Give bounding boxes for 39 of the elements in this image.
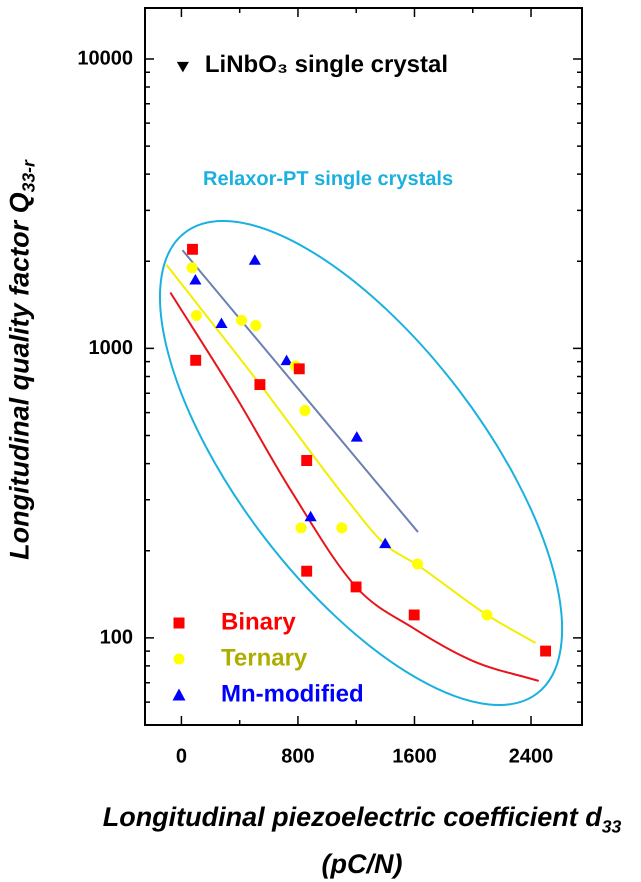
legend-label: Mn-modified bbox=[221, 680, 364, 708]
point bbox=[351, 432, 362, 442]
x-tick-label: 2400 bbox=[508, 746, 554, 768]
line-series bbox=[169, 292, 540, 682]
point bbox=[301, 455, 312, 466]
point bbox=[412, 558, 424, 570]
legend-label: Ternary bbox=[221, 644, 308, 672]
text: Longitudinal piezoelectric coefficient d$_{33}$ (pC/N) bbox=[102, 802, 622, 880]
y-tick-label: 1000 bbox=[88, 336, 133, 359]
legend-label: Binary bbox=[221, 608, 296, 636]
line-series bbox=[165, 264, 537, 644]
point bbox=[294, 363, 305, 374]
y-tick-label: 100 bbox=[100, 626, 133, 648]
point bbox=[296, 522, 307, 534]
x-tick-label: 800 bbox=[281, 746, 315, 768]
point bbox=[299, 405, 310, 416]
point bbox=[350, 581, 362, 592]
point bbox=[186, 262, 198, 274]
point bbox=[482, 609, 493, 620]
point bbox=[190, 354, 202, 366]
point bbox=[254, 379, 266, 390]
annotation: LiNbO₃ single crystal bbox=[204, 51, 448, 78]
point bbox=[236, 314, 248, 326]
point bbox=[540, 646, 552, 657]
point bbox=[380, 538, 391, 548]
point bbox=[301, 566, 312, 577]
point bbox=[177, 62, 189, 72]
point bbox=[190, 310, 202, 321]
point bbox=[408, 610, 420, 620]
point bbox=[304, 511, 316, 522]
point bbox=[336, 522, 348, 534]
y-tick-label: 10000 bbox=[77, 47, 133, 70]
point bbox=[187, 244, 198, 255]
x-tick-label: 1600 bbox=[392, 746, 437, 768]
point bbox=[280, 355, 292, 366]
x-tick-label: 0 bbox=[176, 746, 187, 768]
point bbox=[249, 254, 261, 265]
annotation: Relaxor-PT single crystals bbox=[203, 168, 454, 191]
point bbox=[250, 320, 262, 331]
